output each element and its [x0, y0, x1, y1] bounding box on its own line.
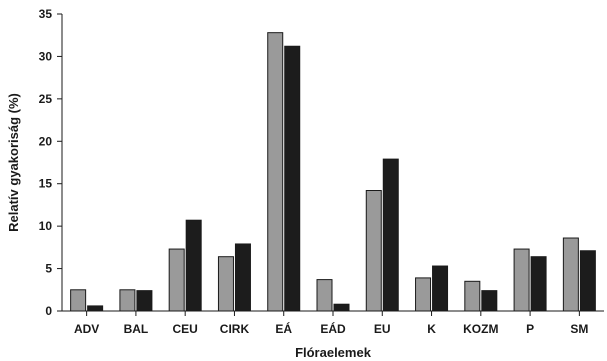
x-tick-label: P	[526, 322, 534, 336]
bar-cirk-series-1	[217, 256, 234, 312]
y-tick-label: 20	[39, 134, 53, 148]
x-axis-title: Flóraelemek	[295, 345, 372, 360]
y-tick-label: 5	[45, 262, 52, 276]
labels-layer: 0 5 10 15 20 25 30 35 ADV BAL CEU CIRK EÁ EÁD EU K KOZM P…	[39, 7, 589, 336]
bar-bal-series-2	[136, 290, 153, 312]
bar-ceu-series-2	[185, 219, 202, 312]
y-axis-title: Relatív gyakoriság (%)	[6, 93, 21, 232]
y-tick-label: 15	[39, 177, 53, 191]
x-tick-label: EU	[374, 322, 391, 336]
x-tick-label: SM	[570, 322, 588, 336]
y-tick-label: 35	[39, 7, 53, 21]
y-tick-label: 0	[45, 304, 52, 318]
x-tick-label: EÁD	[320, 321, 346, 336]
bar-eu-series-2	[382, 158, 399, 312]
x-tick-label: BAL	[124, 322, 149, 336]
x-tick-label: ADV	[74, 322, 99, 336]
y-tick-label: 10	[39, 219, 53, 233]
bar-kozm-series-2	[481, 290, 498, 312]
bar-eu-series-1	[365, 190, 382, 312]
bar-ceu-series-1	[168, 248, 185, 312]
bar-eád-series-1	[316, 279, 333, 312]
bar-bal-series-1	[119, 289, 136, 312]
bar-p-series-2	[530, 256, 547, 312]
y-tick-label: 30	[39, 49, 53, 63]
x-tick-label: CIRK	[220, 322, 250, 336]
bar-k-series-1	[415, 277, 432, 312]
bars-layer	[70, 32, 596, 312]
bar-eá-series-1	[267, 32, 284, 312]
x-tick-label: K	[427, 322, 436, 336]
bar-eád-series-2	[333, 303, 350, 312]
y-tick-label: 25	[39, 92, 53, 106]
x-tick-label: KOZM	[463, 322, 498, 336]
bar-adv-series-1	[70, 289, 87, 312]
x-tick-label: CEU	[173, 322, 198, 336]
axes-layer	[57, 13, 604, 316]
bar-sm-series-1	[562, 237, 579, 312]
bar-kozm-series-1	[464, 280, 481, 312]
bar-k-series-2	[432, 265, 449, 312]
bar-cirk-series-2	[234, 243, 251, 312]
bar-sm-series-2	[579, 250, 596, 312]
bar-eá-series-2	[284, 45, 301, 312]
x-tick-label: EÁ	[275, 321, 292, 336]
bar-adv-series-2	[87, 305, 104, 312]
bar-p-series-1	[513, 248, 530, 312]
